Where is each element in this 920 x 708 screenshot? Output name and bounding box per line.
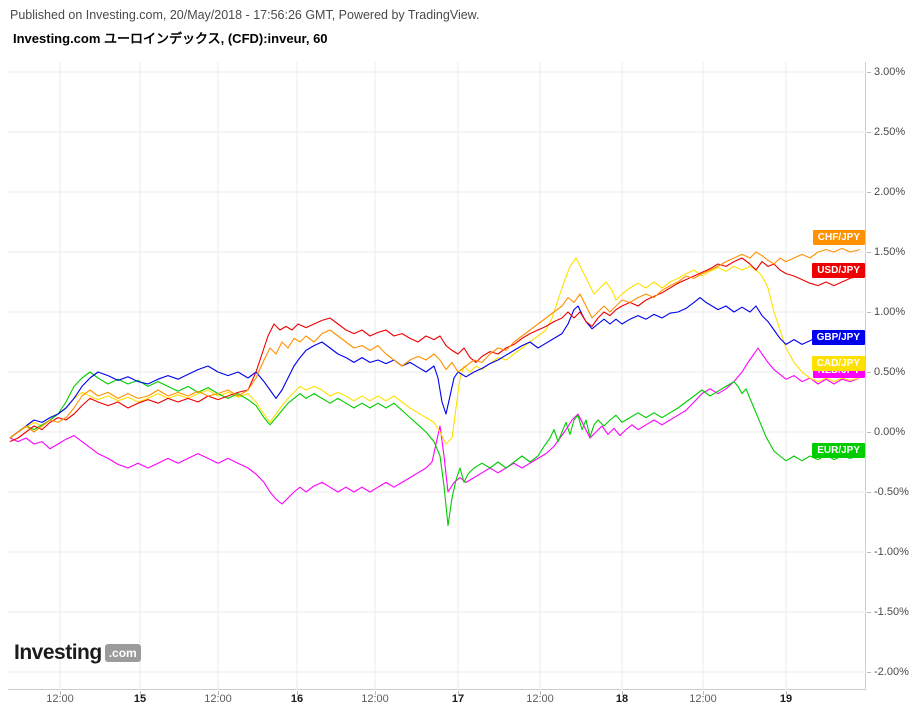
x-axis-tick xyxy=(540,691,541,695)
x-axis-label: 12:00 xyxy=(204,693,232,705)
y-axis-tick xyxy=(867,672,871,673)
y-axis-label: 0.00% xyxy=(874,426,906,438)
x-axis-label: 12:00 xyxy=(46,693,74,705)
x-axis-tick xyxy=(218,691,219,695)
plot-area[interactable]: NZD/JPY CAD/JPY EUR/JPY GBP/JPY USD/JPY CHF/J… xyxy=(8,62,866,690)
y-axis-tick xyxy=(867,72,871,73)
y-axis-label: 1.00% xyxy=(874,306,906,318)
price-flag-cad-jpy: CAD/JPY xyxy=(811,355,865,371)
x-axis-tick xyxy=(375,691,376,695)
x-axis-tick xyxy=(458,691,459,695)
y-axis-label: 2.50% xyxy=(874,126,906,138)
series-line-gbp-jpy xyxy=(9,297,861,439)
x-axis-tick xyxy=(622,691,623,695)
series-line-cad-jpy xyxy=(9,257,861,445)
y-axis-label: 0.50% xyxy=(874,366,906,378)
x-axis-tick xyxy=(786,691,787,695)
series-line-nzd-jpy xyxy=(9,347,861,505)
x-axis-label: 12:00 xyxy=(689,693,717,705)
y-axis-label: 2.00% xyxy=(874,186,906,198)
price-flag-chf-jpy: CHF/JPY xyxy=(812,230,865,246)
y-axis-label: 1.50% xyxy=(874,246,906,258)
y-axis-tick xyxy=(867,312,871,313)
series-line-usd-jpy xyxy=(9,257,861,443)
price-flag-gbp-jpy: GBP/JPY xyxy=(811,329,865,345)
x-axis-label: 17 xyxy=(451,693,465,705)
y-axis-label: -0.50% xyxy=(874,486,909,498)
x-axis-tick xyxy=(60,691,61,695)
y-axis-label: -2.00% xyxy=(874,666,909,678)
x-axis-label: 16 xyxy=(290,693,304,705)
chart-title: Investing.com ユーロインデックス, (CFD):inveur, 6… xyxy=(13,31,328,46)
y-axis-label: -1.50% xyxy=(874,606,909,618)
investing-logo: Investing .com xyxy=(14,641,141,665)
x-axis-tick xyxy=(140,691,141,695)
price-flag-usd-jpy: USD/JPY xyxy=(812,262,865,278)
y-axis-tick xyxy=(867,192,871,193)
published-line: Published on Investing.com, 20/May/2018 … xyxy=(10,8,480,22)
x-axis-label: 12:00 xyxy=(526,693,554,705)
y-axis-label: -1.00% xyxy=(874,546,909,558)
x-axis-label: 12:00 xyxy=(361,693,389,705)
investing-logo-com-badge: .com xyxy=(104,644,141,662)
x-axis-label: 18 xyxy=(615,693,629,705)
y-axis-tick xyxy=(867,492,871,493)
series-line-eur-jpy xyxy=(9,371,861,527)
x-axis-label: 19 xyxy=(779,693,793,705)
x-axis-tick xyxy=(297,691,298,695)
y-axis-tick xyxy=(867,132,871,133)
y-axis-tick xyxy=(867,372,871,373)
price-flag-eur-jpy: EUR/JPY xyxy=(812,442,865,458)
chart-canvas xyxy=(8,62,866,690)
x-axis-tick xyxy=(703,691,704,695)
x-axis-label: 15 xyxy=(133,693,147,705)
y-axis-tick xyxy=(867,432,871,433)
y-axis-tick xyxy=(867,552,871,553)
y-axis-label: 3.00% xyxy=(874,66,906,78)
series-line-chf-jpy xyxy=(9,247,861,439)
investing-logo-text: Investing xyxy=(14,641,102,664)
y-axis-tick xyxy=(867,612,871,613)
y-axis-tick xyxy=(867,252,871,253)
